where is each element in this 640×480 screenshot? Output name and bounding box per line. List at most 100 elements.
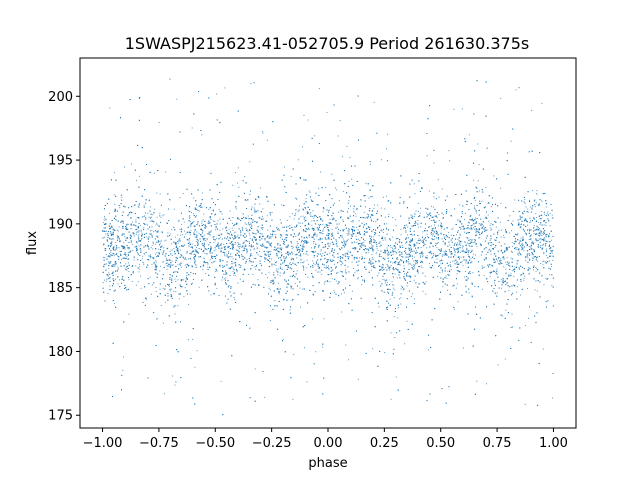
data-point (341, 234, 343, 236)
data-point (270, 251, 272, 253)
data-point (121, 199, 123, 201)
data-point (138, 207, 140, 209)
data-point (392, 217, 394, 219)
data-point (464, 276, 466, 278)
data-point (400, 297, 402, 299)
data-point (536, 216, 538, 218)
data-point (271, 258, 273, 260)
data-point (528, 246, 530, 248)
data-point (318, 224, 320, 226)
data-point (312, 260, 314, 262)
data-point (470, 227, 472, 229)
data-point (424, 228, 426, 229)
data-point (177, 305, 179, 307)
data-point (125, 258, 126, 260)
data-point (490, 244, 492, 246)
data-point (484, 217, 486, 219)
data-point (337, 231, 339, 233)
data-point (271, 235, 273, 237)
data-point (348, 256, 350, 258)
data-point (378, 272, 380, 274)
data-point (126, 256, 128, 258)
data-point (113, 246, 115, 248)
data-point (431, 257, 433, 259)
data-point (205, 240, 207, 242)
data-point (227, 257, 229, 259)
data-point (409, 234, 411, 236)
data-point (489, 227, 491, 229)
data-point (244, 176, 246, 178)
data-point (443, 250, 445, 252)
data-point (122, 248, 124, 250)
data-point (266, 251, 268, 253)
data-point (490, 272, 492, 274)
data-point (253, 207, 255, 209)
data-point (326, 265, 328, 267)
data-point (489, 248, 491, 250)
data-point (468, 272, 470, 274)
data-point (392, 249, 394, 251)
data-point (344, 243, 346, 245)
data-point (318, 253, 320, 255)
data-point (281, 235, 283, 237)
data-point (251, 238, 253, 240)
data-point (497, 364, 499, 366)
data-point (481, 200, 483, 202)
data-point (159, 240, 161, 242)
data-point (117, 235, 119, 237)
data-point (215, 229, 217, 231)
data-point (438, 248, 440, 250)
data-point (118, 247, 120, 249)
data-point (235, 264, 237, 266)
data-point (259, 251, 261, 253)
data-point (131, 243, 133, 245)
data-point (242, 230, 244, 232)
data-point (508, 290, 510, 292)
data-point (129, 234, 131, 236)
data-point (322, 253, 324, 255)
data-point (307, 276, 309, 278)
data-point (349, 157, 351, 159)
data-point (206, 238, 208, 240)
data-point (122, 222, 124, 224)
data-point (542, 247, 544, 249)
data-point (334, 202, 336, 204)
data-point (341, 241, 343, 243)
data-point (196, 350, 198, 352)
data-point (541, 102, 543, 104)
data-point (233, 297, 235, 299)
data-point (127, 254, 129, 256)
data-point (190, 252, 192, 254)
data-point (369, 258, 371, 260)
data-point (322, 247, 324, 249)
data-point (237, 167, 239, 169)
data-point (236, 223, 238, 225)
data-point (521, 220, 523, 222)
data-point (459, 204, 461, 206)
data-point (262, 208, 264, 210)
data-point (485, 383, 487, 385)
data-point (470, 273, 472, 275)
data-point (102, 222, 104, 224)
data-point (226, 226, 228, 228)
data-point (170, 290, 172, 292)
data-point (413, 183, 415, 185)
data-point (113, 303, 115, 305)
data-point (249, 234, 251, 236)
data-point (297, 211, 299, 213)
data-point (474, 222, 476, 224)
data-point (470, 241, 472, 243)
data-point (207, 266, 209, 268)
data-point (485, 186, 487, 188)
data-point (247, 231, 249, 233)
data-point (543, 234, 545, 236)
data-point (505, 261, 507, 263)
data-point (277, 282, 279, 284)
data-point (384, 239, 386, 241)
data-point (147, 212, 149, 214)
data-point (155, 290, 157, 292)
data-point (188, 303, 190, 305)
data-point (509, 232, 511, 234)
data-point (222, 273, 224, 275)
data-point (194, 259, 196, 261)
